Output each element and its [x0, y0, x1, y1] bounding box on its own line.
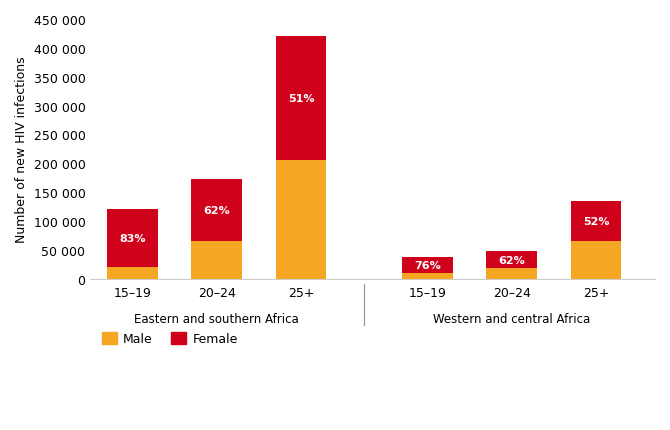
Text: 62%: 62% [498, 255, 525, 265]
Bar [571, 242, 621, 279]
Text: 62%: 62% [203, 206, 230, 216]
Text: Western and central Africa: Western and central Africa [433, 313, 590, 326]
Legend: Male, Female: Male, Female [96, 328, 243, 350]
Text: Eastern and southern Africa: Eastern and southern Africa [135, 313, 299, 326]
Bar [107, 210, 157, 267]
Bar [107, 267, 157, 279]
Bar [486, 251, 537, 269]
Bar [192, 242, 242, 279]
Bar [276, 161, 326, 279]
Text: 52%: 52% [583, 216, 609, 226]
Bar [276, 37, 326, 161]
Text: 76%: 76% [414, 261, 441, 270]
Bar [402, 274, 453, 279]
Text: 51%: 51% [287, 94, 314, 104]
Text: 83%: 83% [119, 233, 145, 244]
Bar [486, 269, 537, 279]
Bar [402, 257, 453, 274]
Bar [192, 180, 242, 242]
Y-axis label: Number of new HIV infections: Number of new HIV infections [15, 56, 28, 243]
Bar [571, 201, 621, 242]
